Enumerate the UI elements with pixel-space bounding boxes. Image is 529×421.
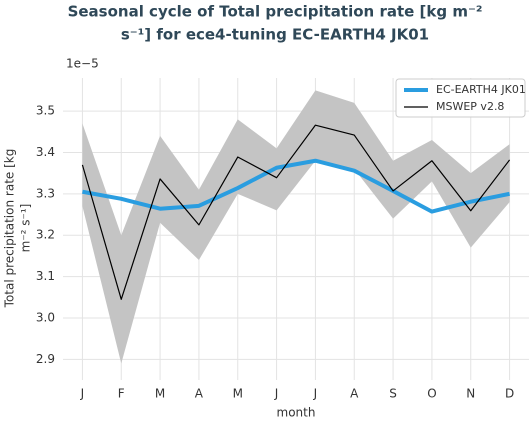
y-tick-label: 3.0 [36, 310, 55, 324]
y-tick-label: 3.2 [36, 228, 55, 242]
series-line [82, 158, 510, 214]
plot-area [63, 78, 529, 380]
x-tick-label: O [427, 387, 436, 401]
chart-title: Seasonal cycle of Total precipitation ra… [68, 3, 483, 21]
legend-box [395, 78, 526, 118]
y-tick-label: 2.9 [36, 352, 55, 366]
x-tick-label: M [233, 387, 243, 401]
legend-label: EC-EARTH4 JK01 [436, 83, 526, 96]
x-tick-label: A [350, 387, 359, 401]
x-tick-label: J [313, 387, 318, 401]
y-axis-label: Total precipitation rate [kg [3, 149, 17, 309]
x-axis-label: month [277, 406, 316, 420]
x-tick-label: J [80, 387, 85, 401]
y-tick-label: 3.4 [36, 145, 55, 159]
y-tick-label: 3.1 [36, 269, 55, 283]
chart-title: s⁻¹] for ece4-tuning EC-EARTH4 JK01 [121, 26, 429, 44]
legend-label: MSWEP v2.8 [436, 100, 504, 113]
x-tick-label: F [118, 387, 125, 401]
series-line [81, 124, 511, 300]
x-tick-label: N [466, 387, 475, 401]
y-axis-label: m⁻² s⁻¹] [19, 204, 33, 253]
x-tick-label: J [274, 387, 279, 401]
y-tick-label: 3.3 [36, 186, 55, 200]
y-tick-label: 3.5 [36, 104, 55, 118]
y-offset-label: 1e−5 [66, 57, 99, 71]
x-tick-label: S [389, 387, 397, 401]
x-tick-label: D [505, 387, 514, 401]
spread-band [82, 90, 510, 364]
x-tick-label: M [155, 387, 165, 401]
x-tick-label: A [195, 387, 204, 401]
